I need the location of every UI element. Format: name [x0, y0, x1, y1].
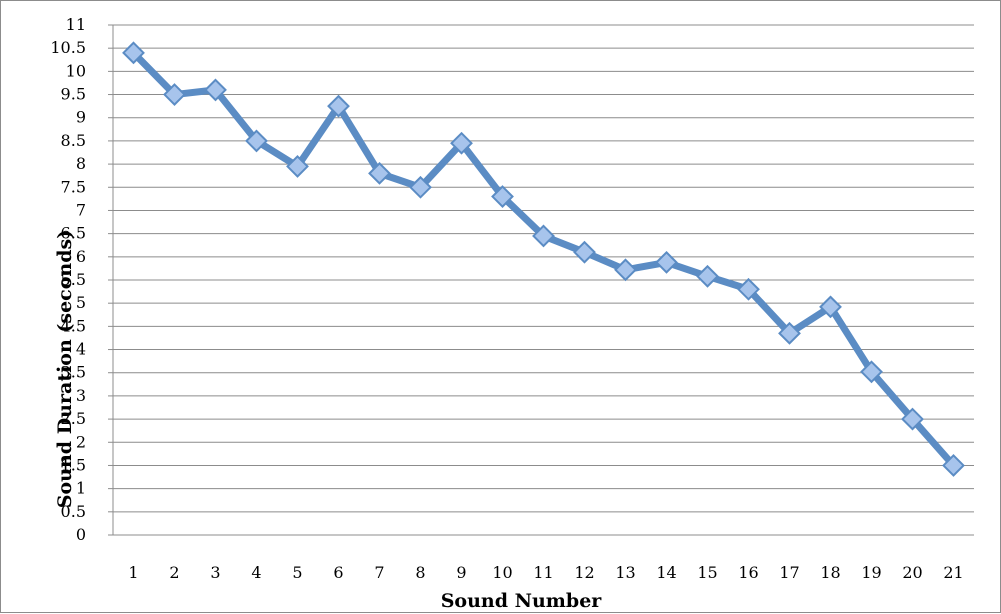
y-tick-label: 9.5 [61, 85, 86, 104]
series-line [134, 53, 954, 466]
y-tick-label: 9 [76, 108, 86, 127]
x-tick-label: 13 [615, 563, 635, 582]
gridlines [108, 25, 974, 535]
series-layer [124, 43, 964, 476]
y-tick-label: 1 [76, 479, 86, 498]
y-tick-label: 7.5 [61, 177, 86, 196]
x-tick-label: 19 [861, 563, 881, 582]
y-tick-label: 10 [66, 61, 86, 80]
x-tick-label: 16 [738, 563, 758, 582]
x-tick-label: 8 [415, 563, 425, 582]
x-tick-label: 21 [943, 563, 963, 582]
x-tick-label: 7 [374, 563, 384, 582]
y-tick-label: 4 [76, 340, 86, 359]
x-tick-label: 17 [779, 563, 799, 582]
y-tick-label: 7 [76, 200, 86, 219]
x-tick-labels: 1 2 3 4 5 6 7 8 9 10 11 12 13 14 15 16 17 18 19 20 21 [128, 563, 963, 582]
x-tick-label: 9 [456, 563, 466, 582]
y-tick-label: 8.5 [61, 131, 86, 150]
data-point [575, 242, 595, 262]
x-tick-label: 5 [292, 563, 302, 582]
x-tick-label: 10 [492, 563, 512, 582]
y-tick-label: 10.5 [50, 38, 86, 57]
y-tick-label: 0 [76, 525, 86, 544]
data-point [616, 260, 636, 280]
y-tick-label: 5 [76, 293, 86, 312]
x-tick-label: 18 [820, 563, 840, 582]
y-tick-label: 2 [76, 432, 86, 451]
x-tick-label: 6 [333, 563, 343, 582]
data-point [657, 252, 677, 272]
y-tick-label: 11 [66, 15, 86, 34]
y-tick-label: 3 [76, 386, 86, 405]
x-axis-title: Sound Number [441, 590, 603, 612]
y-axis-title: Sound Duration (seconds) [54, 230, 76, 508]
x-tick-label: 4 [251, 563, 261, 582]
x-tick-label: 1 [128, 563, 138, 582]
y-tick-label: 8 [76, 154, 86, 173]
x-tick-label: 3 [210, 563, 220, 582]
x-tick-label: 14 [656, 563, 676, 582]
x-tick-label: 2 [169, 563, 179, 582]
y-tick-label: 6 [76, 247, 86, 266]
data-point [698, 266, 718, 286]
x-tick-label: 12 [574, 563, 594, 582]
x-tick-label: 11 [533, 563, 553, 582]
x-tick-label: 15 [697, 563, 717, 582]
x-tick-label: 20 [902, 563, 922, 582]
